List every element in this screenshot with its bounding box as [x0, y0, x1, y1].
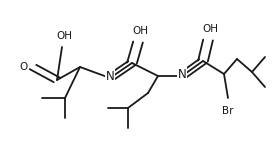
Text: OH: OH [133, 26, 149, 36]
Text: OH: OH [203, 24, 219, 33]
Text: Br: Br [222, 106, 234, 116]
Text: N: N [106, 70, 114, 83]
Text: O: O [19, 62, 27, 72]
Text: N: N [178, 68, 186, 81]
Text: OH: OH [57, 31, 73, 41]
